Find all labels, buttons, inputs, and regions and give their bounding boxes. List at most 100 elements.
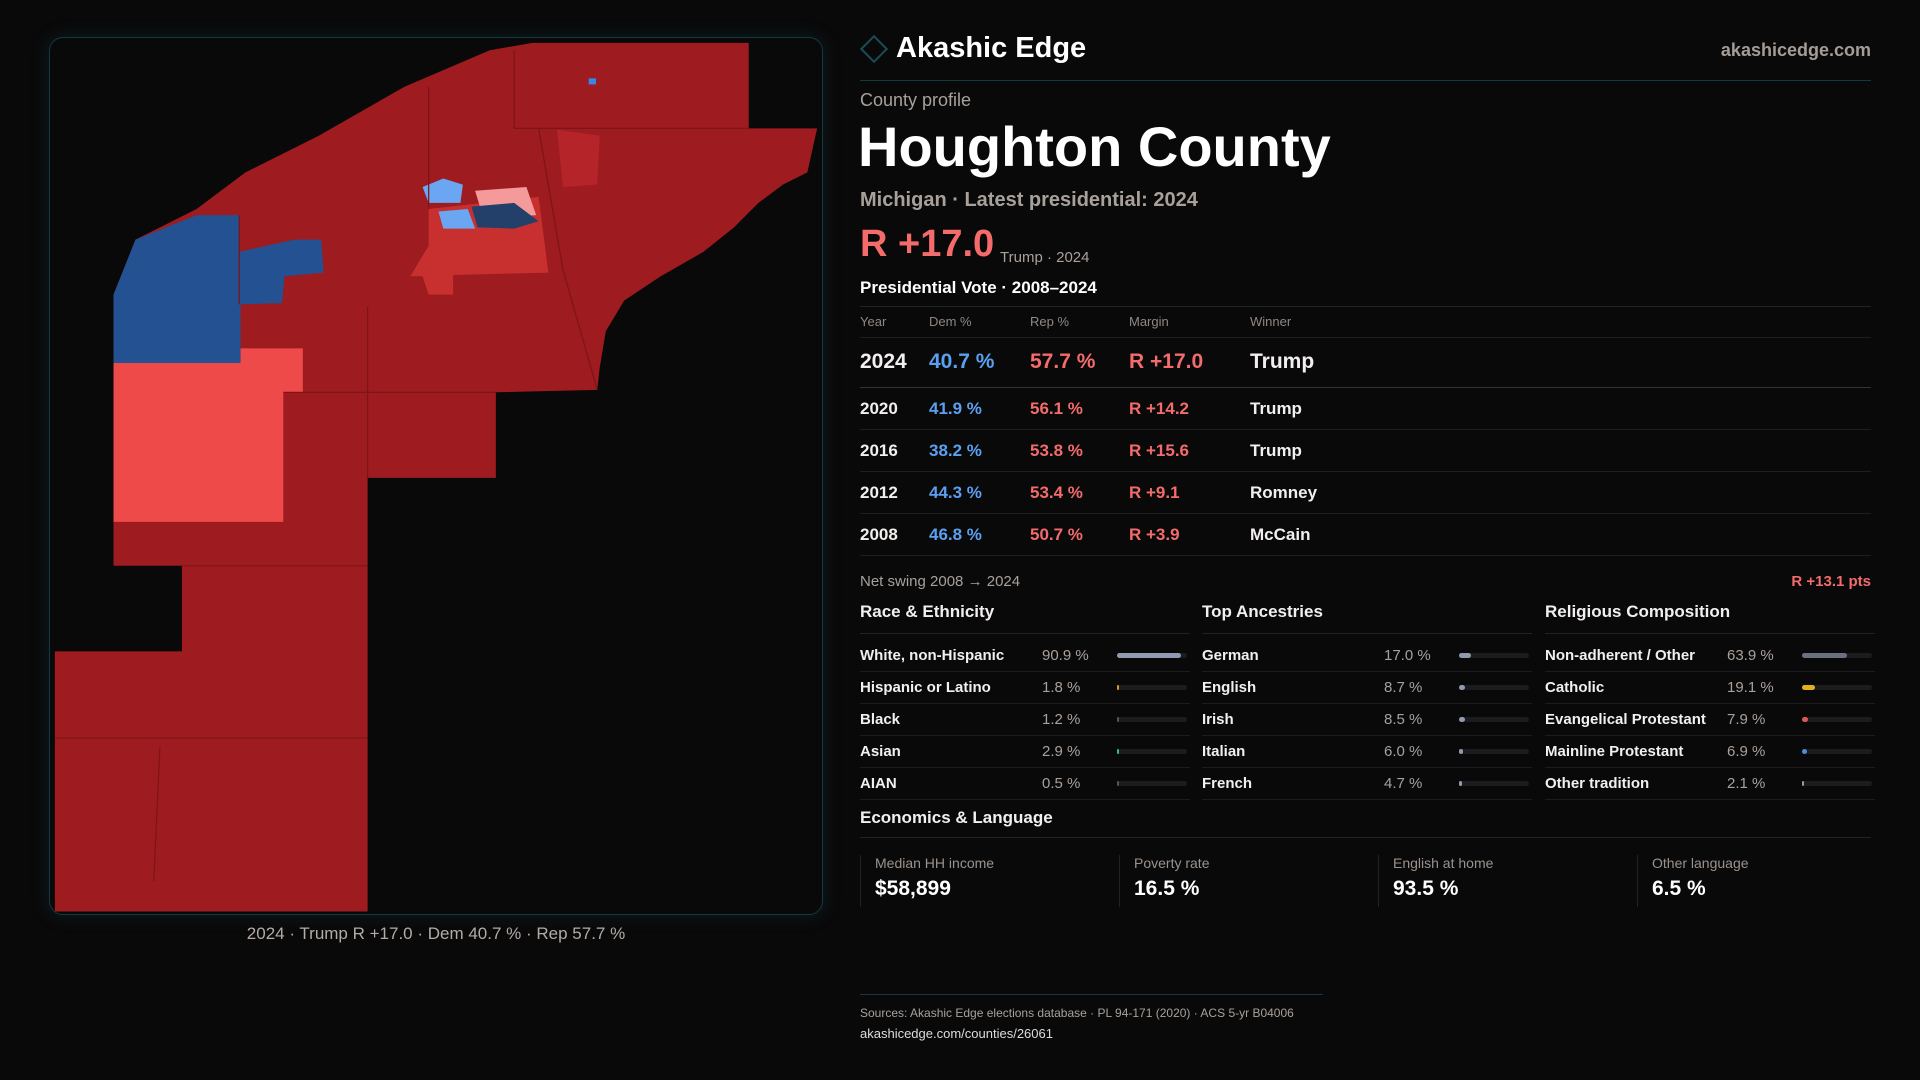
precinct-strong-d[interactable] [471,202,539,229]
race-section: Race & Ethnicity White, non-Hispanic 90.… [860,602,1190,800]
econ-card: Poverty rate 16.5 % [1119,855,1372,907]
row-pct: 1.2 % [1042,711,1081,728]
dem-pct: 41.9 % [929,399,982,418]
composition-row: Italian 6.0 % [1202,736,1532,768]
share-bar [1117,685,1187,690]
precinct-light-r[interactable] [113,348,303,522]
footer-divider [860,994,1323,995]
table-row[interactable]: 2008 46.8 % 50.7 % R +3.9 McCain [860,514,1871,556]
row-pct: 4.7 % [1384,775,1423,792]
precinct-light-d[interactable] [438,209,476,229]
year: 2008 [860,525,898,544]
margin: R +15.6 [1129,441,1190,460]
card-label: English at home [1393,855,1494,871]
composition-row: French 4.7 % [1202,768,1532,800]
divider [860,837,1871,838]
composition-row: White, non-Hispanic 90.9 % [860,640,1190,672]
col-dem: Dem % [929,314,972,329]
margin: R +17.0 [1129,350,1204,373]
swing-label: Net swing 2008 → 2024 [860,573,1021,590]
share-bar [1459,781,1529,786]
row-pct: 1.8 % [1042,679,1081,696]
composition-row: English 8.7 % [1202,672,1532,704]
row-label: Evangelical Protestant [1545,711,1706,728]
composition-row: Non-adherent / Other 63.9 % [1545,640,1875,672]
row-label: German [1202,647,1259,664]
sources: Sources: Akashic Edge elections database… [860,1006,1294,1020]
card-value: 93.5 % [1393,877,1459,900]
precinct-map[interactable] [50,38,822,914]
eyebrow: County profile [860,90,972,110]
margin: R +3.9 [1129,525,1180,544]
header-divider [860,80,1871,81]
table-row[interactable]: 2016 38.2 % 53.8 % R +15.6 Trump [860,430,1871,472]
section-title: Race & Ethnicity [860,602,1190,634]
row-pct: 19.1 % [1727,679,1774,696]
table-row[interactable]: 2020 41.9 % 56.1 % R +14.2 Trump [860,388,1871,430]
margin: R +14.2 [1129,399,1190,418]
col-winner: Winner [1250,314,1292,329]
composition-row: German 17.0 % [1202,640,1532,672]
share-bar [1459,717,1529,722]
row-pct: 2.9 % [1042,743,1081,760]
share-bar [1802,781,1872,786]
row-pct: 8.7 % [1384,679,1423,696]
brand-logo[interactable]: Akashic Edge [859,32,1086,65]
composition-row: AIAN 0.5 % [860,768,1190,800]
precinct-mid-r[interactable] [556,129,600,188]
share-bar [1459,685,1529,690]
share-bar [1117,653,1187,658]
col-margin: Margin [1129,314,1169,329]
row-label: Italian [1202,743,1246,760]
county-url[interactable]: akashicedge.com/counties/26061 [860,1026,1053,1041]
row-pct: 90.9 % [1042,647,1089,664]
share-bar [1459,749,1529,754]
row-pct: 8.5 % [1384,711,1423,728]
share-bar [1117,781,1187,786]
dem-pct: 40.7 % [929,350,995,373]
row-label: Non-adherent / Other [1545,647,1696,664]
composition-row: Hispanic or Latino 1.8 % [860,672,1190,704]
share-bar [1459,653,1529,658]
precinct-strong-d[interactable] [113,215,324,363]
year: 2024 [860,350,907,373]
composition-row: Asian 2.9 % [860,736,1190,768]
card-label: Poverty rate [1134,855,1210,871]
table-row[interactable]: 2024 40.7 % 57.7 % R +17.0 Trump [860,338,1871,388]
row-pct: 6.9 % [1727,743,1766,760]
winner: Romney [1250,483,1318,502]
row-label: Black [860,711,901,728]
row-label: Other tradition [1545,775,1650,792]
precinct-light-d[interactable] [422,178,463,203]
card-value: 16.5 % [1134,877,1200,900]
row-pct: 6.0 % [1384,743,1423,760]
card-value: 6.5 % [1652,877,1706,900]
precinct-d[interactable] [588,78,597,85]
econ-card: Median HH income $58,899 [860,855,1113,907]
swing-value: R +13.1 pts [1791,573,1871,590]
site-link[interactable]: akashicedge.com [1720,40,1871,60]
composition-row: Black 1.2 % [860,704,1190,736]
row-label: Catholic [1545,679,1605,696]
margin-note: Trump · 2024 [1000,249,1090,266]
econ-card: English at home 93.5 % [1378,855,1631,907]
table-row[interactable]: 2012 44.3 % 53.4 % R +9.1 Romney [860,472,1871,514]
composition-row: Other tradition 2.1 % [1545,768,1875,800]
county-map[interactable] [49,37,823,915]
winner: McCain [1250,525,1311,544]
share-bar [1802,749,1872,754]
card-label: Median HH income [875,855,995,871]
margin: R +9.1 [1129,483,1180,502]
econ-title: Economics & Language [860,808,1053,827]
divider [860,306,1871,307]
rep-pct: 53.8 % [1030,441,1083,460]
row-label: White, non-Hispanic [860,647,1005,664]
row-label: Hispanic or Latino [860,679,991,696]
composition-row: Catholic 19.1 % [1545,672,1875,704]
composition-row: Evangelical Protestant 7.9 % [1545,704,1875,736]
table-header: Year Dem % Rep % Margin Winner [860,314,1871,338]
row-pct: 63.9 % [1727,647,1774,664]
row-label: Irish [1202,711,1234,728]
row-pct: 0.5 % [1042,775,1081,792]
row-pct: 7.9 % [1727,711,1766,728]
